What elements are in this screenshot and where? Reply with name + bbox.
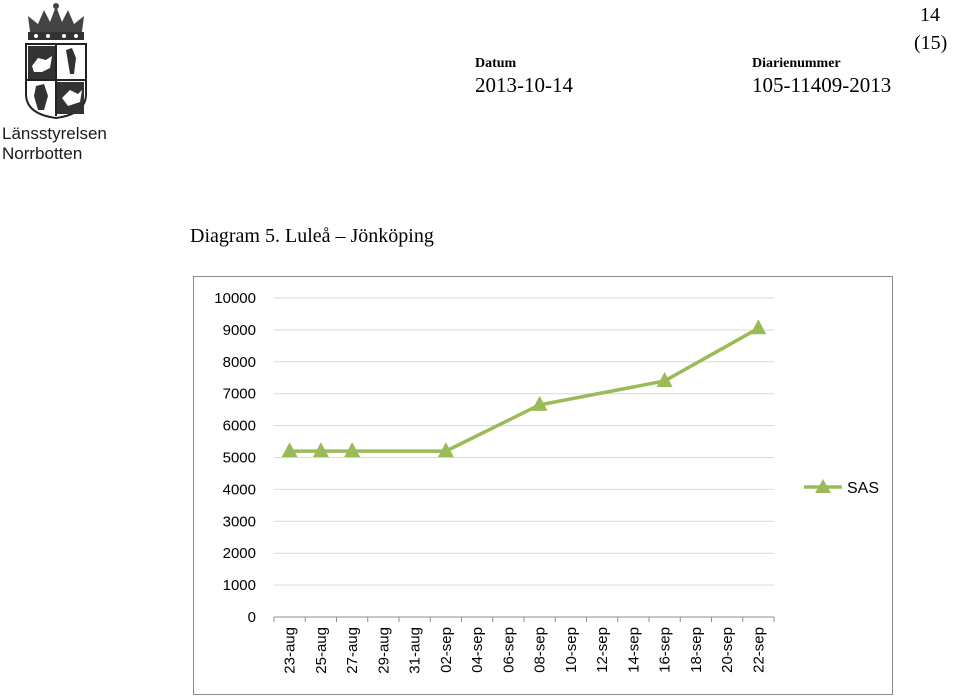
legend-label: SAS: [847, 480, 879, 497]
x-tick-label: 27-aug: [344, 627, 361, 674]
y-tick-label: 10000: [214, 290, 256, 307]
y-tick-label: 6000: [223, 418, 256, 435]
y-tick-label: 7000: [223, 386, 256, 403]
page-total: (15): [914, 32, 948, 54]
x-tick-label: 06-sep: [500, 627, 517, 673]
chart-frame: 0 1000 2000 3000 4000 5000 6000 7000 8000 9000 100…: [193, 276, 893, 695]
x-tick-label: 08-sep: [532, 627, 549, 673]
org-name-line1: Länsstyrelsen: [2, 124, 107, 143]
y-tick-label: 4000: [223, 481, 256, 498]
y-tick-label: 3000: [223, 513, 256, 530]
series-layer: [281, 319, 767, 458]
y-tick-label: 9000: [223, 322, 256, 339]
reference-label: Diarienummer: [752, 56, 841, 71]
data-point-marker: [656, 371, 673, 387]
organization-name: Länsstyrelsen Norrbotten: [2, 124, 132, 164]
x-tick-label: 22-sep: [750, 627, 767, 673]
x-tick-label: 18-sep: [688, 627, 705, 673]
diagram-caption: Diagram 5. Luleå – Jönköping: [190, 225, 434, 247]
x-tick-label: 02-sep: [438, 627, 455, 673]
x-tick-label: 16-sep: [657, 627, 674, 673]
page-number: 14: [920, 4, 940, 26]
y-tick-label: 5000: [223, 450, 256, 467]
data-point-marker: [437, 442, 454, 458]
coat-of-arms-logo: [25, 3, 87, 120]
x-tick-label: 20-sep: [719, 627, 736, 673]
y-tick-label: 2000: [223, 545, 256, 562]
x-tick-label: 25-aug: [313, 627, 330, 674]
org-name-line2: Norrbotten: [2, 144, 83, 163]
y-tick-label: 1000: [223, 577, 256, 594]
x-tick-label: 14-sep: [625, 627, 642, 673]
legend: SAS: [804, 479, 879, 497]
data-point-marker: [531, 395, 548, 411]
data-point-marker: [281, 442, 298, 458]
grid-layer: [274, 297, 774, 618]
y-tick-label: 0: [248, 609, 256, 626]
y-tick-label: 8000: [223, 354, 256, 371]
series-line-sas: [289, 326, 760, 453]
date-label: Datum: [475, 56, 517, 71]
data-point-marker: [344, 442, 361, 458]
legend-marker: [815, 479, 831, 493]
data-point-marker: [750, 319, 767, 335]
date-value: 2013-10-14: [475, 73, 573, 97]
y-axis: 0 1000 2000 3000 4000 5000 6000 7000 8000 9000 100…: [214, 290, 256, 626]
x-tick-label: 29-aug: [375, 627, 392, 674]
reference-value: 105-11409-2013: [752, 73, 892, 97]
data-point-marker: [312, 442, 329, 458]
x-axis: 23-aug 25-aug 27-aug 29-aug 31-aug 02-sep 04-s…: [273, 617, 775, 674]
x-tick-label: 23-aug: [282, 627, 299, 674]
x-tick-label: 31-aug: [407, 627, 424, 674]
x-tick-label: 10-sep: [563, 627, 580, 673]
x-tick-label: 04-sep: [469, 627, 486, 673]
line-chart: 0 1000 2000 3000 4000 5000 6000 7000 8000 9000 100…: [214, 290, 879, 674]
x-tick-label: 12-sep: [594, 627, 611, 673]
